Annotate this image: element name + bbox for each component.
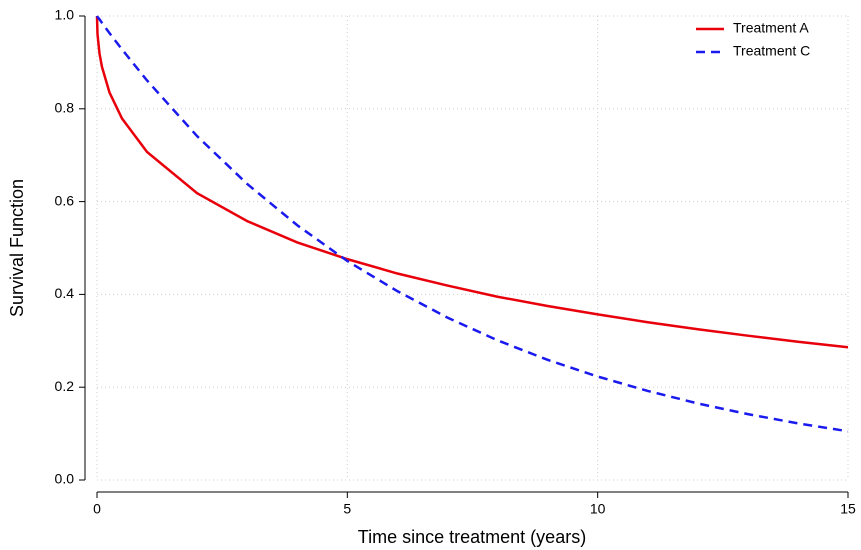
legend-label: Treatment C (733, 43, 810, 59)
x-tick-label: 0 (93, 501, 101, 517)
y-tick-label: 0.6 (55, 192, 75, 208)
x-axis-title: Time since treatment (years) (358, 527, 586, 547)
y-tick-label: 0.8 (55, 100, 75, 116)
x-tick-label: 15 (840, 501, 856, 517)
series-line (95, 15, 849, 349)
y-axis-title: Survival Function (7, 179, 27, 317)
y-tick-label: 0.4 (55, 285, 75, 301)
x-tick-label: 5 (343, 501, 351, 517)
y-tick-label: 0.0 (55, 471, 75, 487)
legend-label: Treatment A (733, 20, 809, 36)
y-tick-label: 1.0 (55, 7, 75, 23)
y-tick-label: 0.2 (55, 378, 75, 394)
series-line (95, 15, 849, 433)
x-tick-label: 10 (590, 501, 606, 517)
